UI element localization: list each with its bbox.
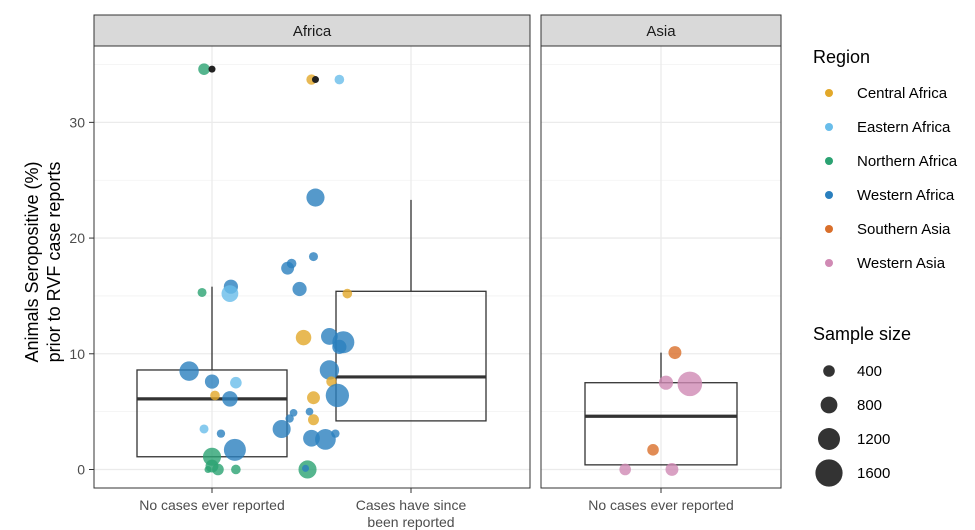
data-point bbox=[619, 463, 631, 476]
boxplot-box bbox=[335, 290, 487, 422]
gridlines-africa bbox=[94, 46, 530, 488]
facet-label-africa: Africa bbox=[293, 23, 332, 40]
data-point bbox=[198, 63, 210, 75]
data-point bbox=[308, 252, 318, 262]
outlier-point bbox=[311, 76, 319, 84]
legend-region-label: Central Africa bbox=[857, 85, 948, 102]
y-axis-title-line1: Animals Seropositive (%) bbox=[22, 161, 42, 362]
x-tick-label: No cases ever reported bbox=[139, 497, 285, 513]
y-tick-label: 30 bbox=[69, 114, 85, 130]
data-point bbox=[305, 407, 314, 416]
y-tick-label: 0 bbox=[77, 461, 85, 477]
data-point bbox=[179, 361, 199, 381]
panel-africa bbox=[93, 45, 531, 489]
x-axis: No cases ever reported Cases have sincebe… bbox=[139, 488, 734, 530]
legend-size-swatch bbox=[815, 459, 843, 487]
data-point bbox=[281, 261, 295, 275]
legend-region-label: Southern Asia bbox=[857, 221, 951, 238]
data-point bbox=[677, 371, 703, 397]
facet-strip-africa bbox=[93, 14, 531, 47]
data-point bbox=[334, 74, 345, 85]
data-point bbox=[204, 465, 212, 474]
legend-size-label: 1200 bbox=[857, 431, 890, 448]
data-point bbox=[199, 424, 209, 434]
data-point bbox=[210, 390, 220, 401]
x-tick-label: been reported bbox=[367, 514, 454, 530]
data-point bbox=[319, 360, 340, 380]
data-point bbox=[325, 383, 350, 408]
data-point bbox=[658, 375, 674, 390]
data-point bbox=[289, 408, 298, 417]
y-axis-title-line2: prior to RVF case reports bbox=[44, 162, 64, 363]
data-point bbox=[302, 464, 310, 472]
data-point bbox=[231, 464, 241, 475]
legend-size-label: 800 bbox=[857, 397, 882, 414]
data-point bbox=[307, 391, 320, 405]
legend-region-swatch bbox=[825, 225, 833, 233]
legend-size-title: Sample size bbox=[813, 324, 911, 344]
legend-region-title: Region bbox=[813, 47, 870, 67]
data-point bbox=[212, 463, 224, 476]
legend-region-label: Western Asia bbox=[857, 255, 946, 272]
legend-region-label: Eastern Africa bbox=[857, 119, 951, 136]
data-point bbox=[292, 281, 307, 297]
legend-region-swatch bbox=[825, 89, 833, 97]
legend-region: Region Central Africa Eastern Africa North… bbox=[813, 47, 958, 272]
y-tick-label: 10 bbox=[69, 346, 85, 362]
data-point bbox=[326, 376, 337, 387]
data-point bbox=[668, 346, 682, 360]
legend-size-label: 1600 bbox=[857, 465, 890, 482]
legend-region-swatch bbox=[825, 191, 833, 199]
y-tick-label: 20 bbox=[69, 230, 85, 246]
data-point bbox=[331, 429, 340, 438]
legend-size-swatch bbox=[823, 365, 835, 377]
data-point bbox=[295, 329, 312, 346]
data-point bbox=[308, 414, 319, 426]
legend-size-swatch bbox=[818, 428, 840, 450]
data-point bbox=[197, 287, 207, 297]
x-tick-label: Cases have since bbox=[356, 497, 467, 513]
data-point bbox=[665, 463, 679, 476]
data-point bbox=[221, 285, 239, 303]
gridlines-asia bbox=[541, 46, 781, 488]
points-asia bbox=[619, 346, 703, 476]
data-point bbox=[223, 438, 246, 461]
data-point bbox=[202, 447, 222, 466]
legend-region-swatch bbox=[825, 157, 833, 165]
legend-sample-size: Sample size 400 800 1200 1600 bbox=[813, 324, 911, 487]
facet-strip-asia bbox=[540, 14, 782, 47]
points-africa bbox=[179, 63, 355, 479]
legend-region-label: Northern Africa bbox=[857, 153, 958, 170]
data-point bbox=[306, 188, 325, 207]
data-point bbox=[222, 391, 238, 407]
legend-size-label: 400 bbox=[857, 363, 882, 380]
data-point bbox=[204, 374, 220, 389]
data-point bbox=[332, 339, 347, 354]
outlier-point bbox=[208, 65, 216, 73]
data-point bbox=[647, 444, 659, 456]
boxplot bbox=[335, 199, 487, 422]
legend-region-swatch bbox=[825, 259, 833, 267]
data-point bbox=[315, 429, 336, 450]
legend-size-swatch bbox=[820, 396, 838, 414]
data-point bbox=[216, 429, 226, 438]
x-tick-label: No cases ever reported bbox=[588, 497, 734, 513]
legend-region-swatch bbox=[825, 123, 833, 131]
panel-asia bbox=[540, 45, 782, 489]
data-point bbox=[342, 288, 353, 299]
data-point bbox=[230, 376, 242, 389]
data-point bbox=[272, 419, 291, 439]
facet-label-asia: Asia bbox=[646, 23, 676, 40]
y-axis: 0 10 20 30 bbox=[69, 114, 94, 477]
data-point bbox=[285, 414, 294, 423]
legend-region-label: Western Africa bbox=[857, 187, 955, 204]
